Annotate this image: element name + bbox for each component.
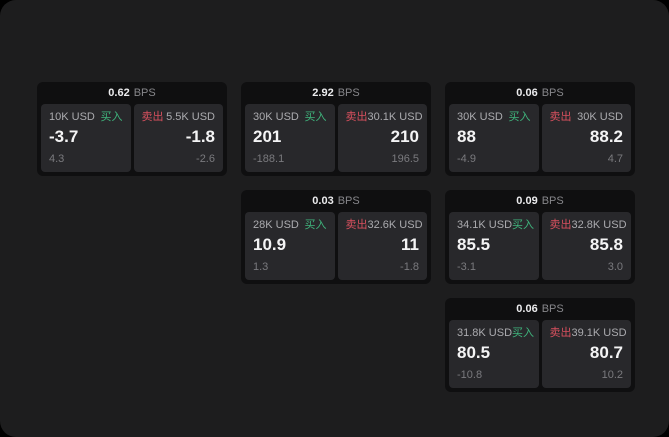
buy-quote-panel[interactable]: 30K USD 买入 88 -4.9 [449,104,539,172]
buy-price: -3.7 [49,127,79,146]
buy-quote-panel[interactable]: 10K USD 买入 -3.7 4.3 [41,104,131,172]
quote-panels: 31.8K USD 买入 80.5 -10.8 卖出 39.1K USD 80.… [445,320,635,392]
buy-price: 201 [253,127,282,146]
buy-price: 85.5 [457,235,491,254]
buy-side-label: 买入 [304,111,327,123]
buy-delta: -10.8 [457,369,483,381]
bps-value: 0.62 [108,87,130,99]
sell-notional: 5.5K USD [166,111,215,123]
buy-side-label: 买入 [100,111,123,123]
sell-quote-panel[interactable]: 卖出 39.1K USD 80.7 10.2 [541,320,631,388]
buy-price: 88 [457,127,476,146]
quote-card: 0.09 BPS 34.1K USD 买入 85.5 -3.1 卖出 32.8K… [445,190,635,284]
buy-delta: 4.3 [49,153,65,165]
quote-panels: 30K USD 买入 88 -4.9 卖出 30K USD 88.2 4.7 [445,104,635,176]
buy-delta: -4.9 [457,153,476,165]
quote-card: 0.06 BPS 30K USD 买入 88 -4.9 卖出 30K USD [445,82,635,176]
sell-price: 11 [401,235,419,254]
card-header: 0.06 BPS [445,82,635,104]
buy-notional: 10K USD [49,111,95,123]
quote-panels: 30K USD 买入 201 -188.1 卖出 30.1K USD 210 1… [241,104,431,176]
bps-value: 0.03 [312,195,334,207]
sell-side-label: 卖出 [549,111,572,123]
buy-notional: 34.1K USD [457,219,513,231]
buy-notional: 30K USD [457,111,503,123]
quote-panels: 10K USD 买入 -3.7 4.3 卖出 5.5K USD -1.8 -2.… [37,104,227,176]
quote-card: 0.03 BPS 28K USD 买入 10.9 1.3 卖出 32.6K US… [241,190,431,284]
bps-value: 2.92 [312,87,334,99]
sell-notional: 39.1K USD [571,327,627,339]
quote-panels: 34.1K USD 买入 85.5 -3.1 卖出 32.8K USD 85.8… [445,212,635,284]
sell-delta: 196.5 [391,153,419,165]
sell-notional: 30.1K USD [367,111,423,123]
sell-side-label: 卖出 [141,111,164,123]
sell-quote-panel[interactable]: 卖出 32.6K USD 11 -1.8 [337,212,427,280]
buy-side-label: 买入 [508,111,531,123]
sell-price: 210 [390,127,419,146]
buy-quote-panel[interactable]: 34.1K USD 买入 85.5 -3.1 [449,212,539,280]
sell-price: -1.8 [185,127,215,146]
sell-delta: 3.0 [607,261,623,273]
buy-notional: 31.8K USD [457,327,513,339]
bps-unit-label: BPS [541,87,564,99]
bps-unit-label: BPS [337,87,360,99]
bps-value: 0.09 [516,195,538,207]
buy-side-label: 买入 [304,219,327,231]
quote-card: 0.62 BPS 10K USD 买入 -3.7 4.3 卖出 5.5K USD [37,82,227,176]
sell-price: 80.7 [589,343,623,362]
quote-panels: 28K USD 买入 10.9 1.3 卖出 32.6K USD 11 -1.8 [241,212,431,284]
sell-quote-panel[interactable]: 卖出 30.1K USD 210 196.5 [337,104,427,172]
card-header: 2.92 BPS [241,82,431,104]
card-header: 0.62 BPS [37,82,227,104]
buy-delta: -188.1 [253,153,285,165]
sell-notional: 30K USD [577,111,623,123]
sell-price: 85.8 [589,235,623,254]
buy-delta: -3.1 [457,261,476,273]
bps-unit-label: BPS [541,195,564,207]
bps-unit-label: BPS [337,195,360,207]
buy-quote-panel[interactable]: 28K USD 买入 10.9 1.3 [245,212,335,280]
sell-side-label: 卖出 [345,111,368,123]
card-header: 0.09 BPS [445,190,635,212]
buy-price: 80.5 [457,343,491,362]
card-header: 0.06 BPS [445,298,635,320]
sell-quote-panel[interactable]: 卖出 32.8K USD 85.8 3.0 [541,212,631,280]
bps-unit-label: BPS [133,87,156,99]
buy-delta: 1.3 [253,261,269,273]
bps-value: 0.06 [516,303,538,315]
buy-notional: 30K USD [253,111,299,123]
sell-price: 88.2 [589,127,623,146]
sell-side-label: 卖出 [345,219,368,231]
quote-card: 2.92 BPS 30K USD 买入 201 -188.1 卖出 30.1K … [241,82,431,176]
sell-side-label: 卖出 [549,327,572,339]
sell-notional: 32.6K USD [367,219,423,231]
sell-notional: 32.8K USD [571,219,627,231]
sell-delta: 10.2 [601,369,623,381]
sell-delta: -2.6 [196,153,215,165]
sell-side-label: 卖出 [549,219,572,231]
sell-delta: -1.8 [400,261,419,273]
buy-notional: 28K USD [253,219,299,231]
buy-quote-panel[interactable]: 31.8K USD 买入 80.5 -10.8 [449,320,539,388]
buy-side-label: 买入 [512,219,535,231]
buy-side-label: 买入 [512,327,535,339]
quote-card: 0.06 BPS 31.8K USD 买入 80.5 -10.8 卖出 39.1… [445,298,635,392]
bps-unit-label: BPS [541,303,564,315]
buy-quote-panel[interactable]: 30K USD 买入 201 -188.1 [245,104,335,172]
sell-delta: 4.7 [607,153,623,165]
sell-quote-panel[interactable]: 卖出 5.5K USD -1.8 -2.6 [133,104,223,172]
sell-quote-panel[interactable]: 卖出 30K USD 88.2 4.7 [541,104,631,172]
buy-price: 10.9 [253,235,287,254]
card-header: 0.03 BPS [241,190,431,212]
quote-card-grid: 0.62 BPS 10K USD 买入 -3.7 4.3 卖出 5.5K USD [37,82,635,392]
bps-value: 0.06 [516,87,538,99]
